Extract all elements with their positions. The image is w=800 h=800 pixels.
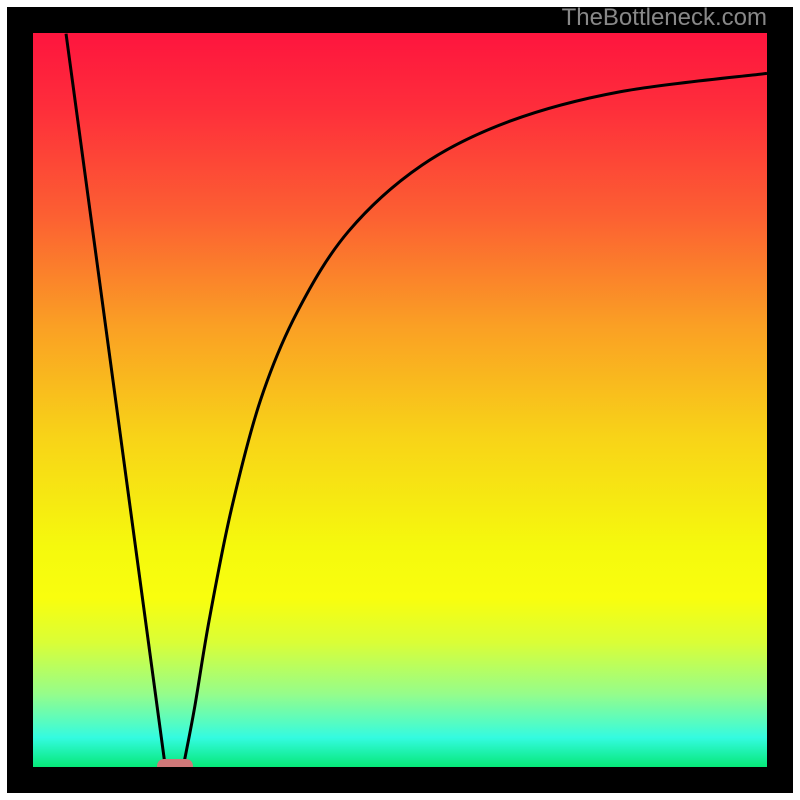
chart-frame-border bbox=[7, 7, 793, 793]
watermark-text: TheBottleneck.com bbox=[562, 4, 767, 32]
chart-container: TheBottleneck.com bbox=[0, 0, 800, 800]
